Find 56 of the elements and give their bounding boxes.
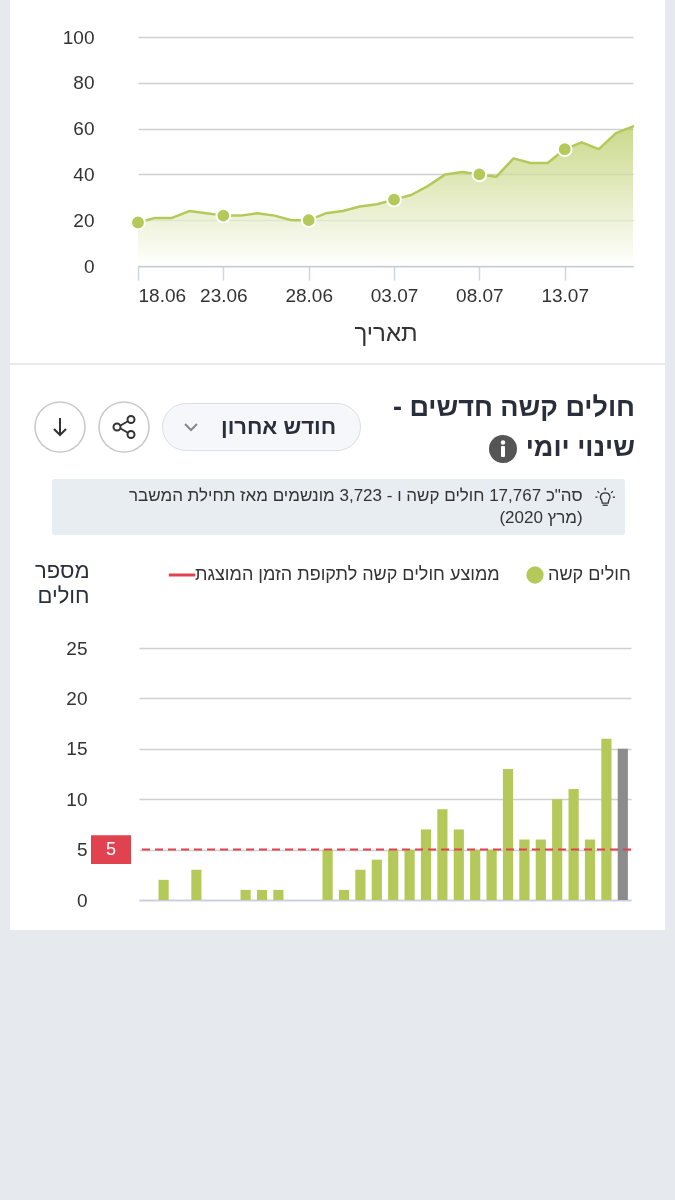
bar	[519, 839, 530, 900]
bar	[240, 889, 251, 900]
dropdown: חודש אחרון	[162, 403, 362, 451]
bar	[568, 789, 579, 900]
bar	[388, 849, 399, 900]
bar	[273, 889, 284, 900]
x-tick-label: 28.06	[285, 284, 333, 306]
bar	[355, 869, 366, 900]
bar	[404, 849, 415, 900]
y-tick-label: 100	[62, 26, 95, 48]
y-tick-label: 80	[73, 72, 95, 94]
y-tick-label: 5	[76, 839, 88, 861]
y-tick-label: 40	[73, 163, 95, 185]
bar	[338, 889, 350, 900]
y-tick-label: 10	[66, 788, 88, 810]
y-axis-title: מספר חולים	[35, 557, 90, 608]
point	[556, 141, 573, 158]
bar	[158, 879, 169, 900]
bar	[420, 829, 432, 900]
y-tick-label: 0	[83, 255, 95, 277]
bar	[437, 809, 448, 900]
bar	[584, 839, 596, 900]
bar	[191, 869, 202, 900]
x-tick-label: 18.06	[138, 284, 187, 306]
x-tick-label: 13.07	[541, 284, 589, 306]
y-tick-label: 20	[66, 687, 88, 709]
text: 5	[105, 838, 117, 859]
chart-title: חולים קשה חדשים - שינוי יומי	[392, 392, 635, 462]
x-tick-label: 08.07	[456, 284, 504, 306]
bar	[552, 799, 563, 900]
y-tick-label: 60	[73, 118, 95, 140]
x-tick-label: 23.06	[200, 284, 248, 306]
bar	[453, 829, 464, 900]
legend-label: חולים קשה	[548, 564, 631, 584]
y-tick-label: 15	[66, 738, 88, 760]
bar	[617, 748, 628, 900]
point	[386, 191, 402, 208]
bar	[502, 768, 514, 900]
x-tick-label: 03.07	[370, 284, 419, 306]
bar	[601, 738, 612, 900]
bar	[535, 839, 546, 900]
point	[471, 166, 488, 183]
bar	[486, 849, 497, 900]
point	[130, 214, 146, 231]
point	[300, 212, 317, 229]
y-tick-label: 20	[73, 209, 95, 231]
bar	[371, 859, 382, 900]
legend-label: ממוצע חולים קשה לתקופת הזמן המוצגת	[195, 564, 500, 584]
bar	[256, 889, 268, 900]
y-tick-label: 25	[66, 637, 88, 659]
bar	[322, 849, 333, 900]
text: סה"כ 17,767 חולים קשה ו - 3,723 מונשמים מאז תחילת המשבר (מרץ 2020)	[127, 485, 583, 529]
bar	[470, 849, 481, 900]
point	[215, 207, 232, 224]
x-axis-title: תאריך	[354, 318, 418, 346]
y-tick-label: 0	[76, 889, 88, 911]
